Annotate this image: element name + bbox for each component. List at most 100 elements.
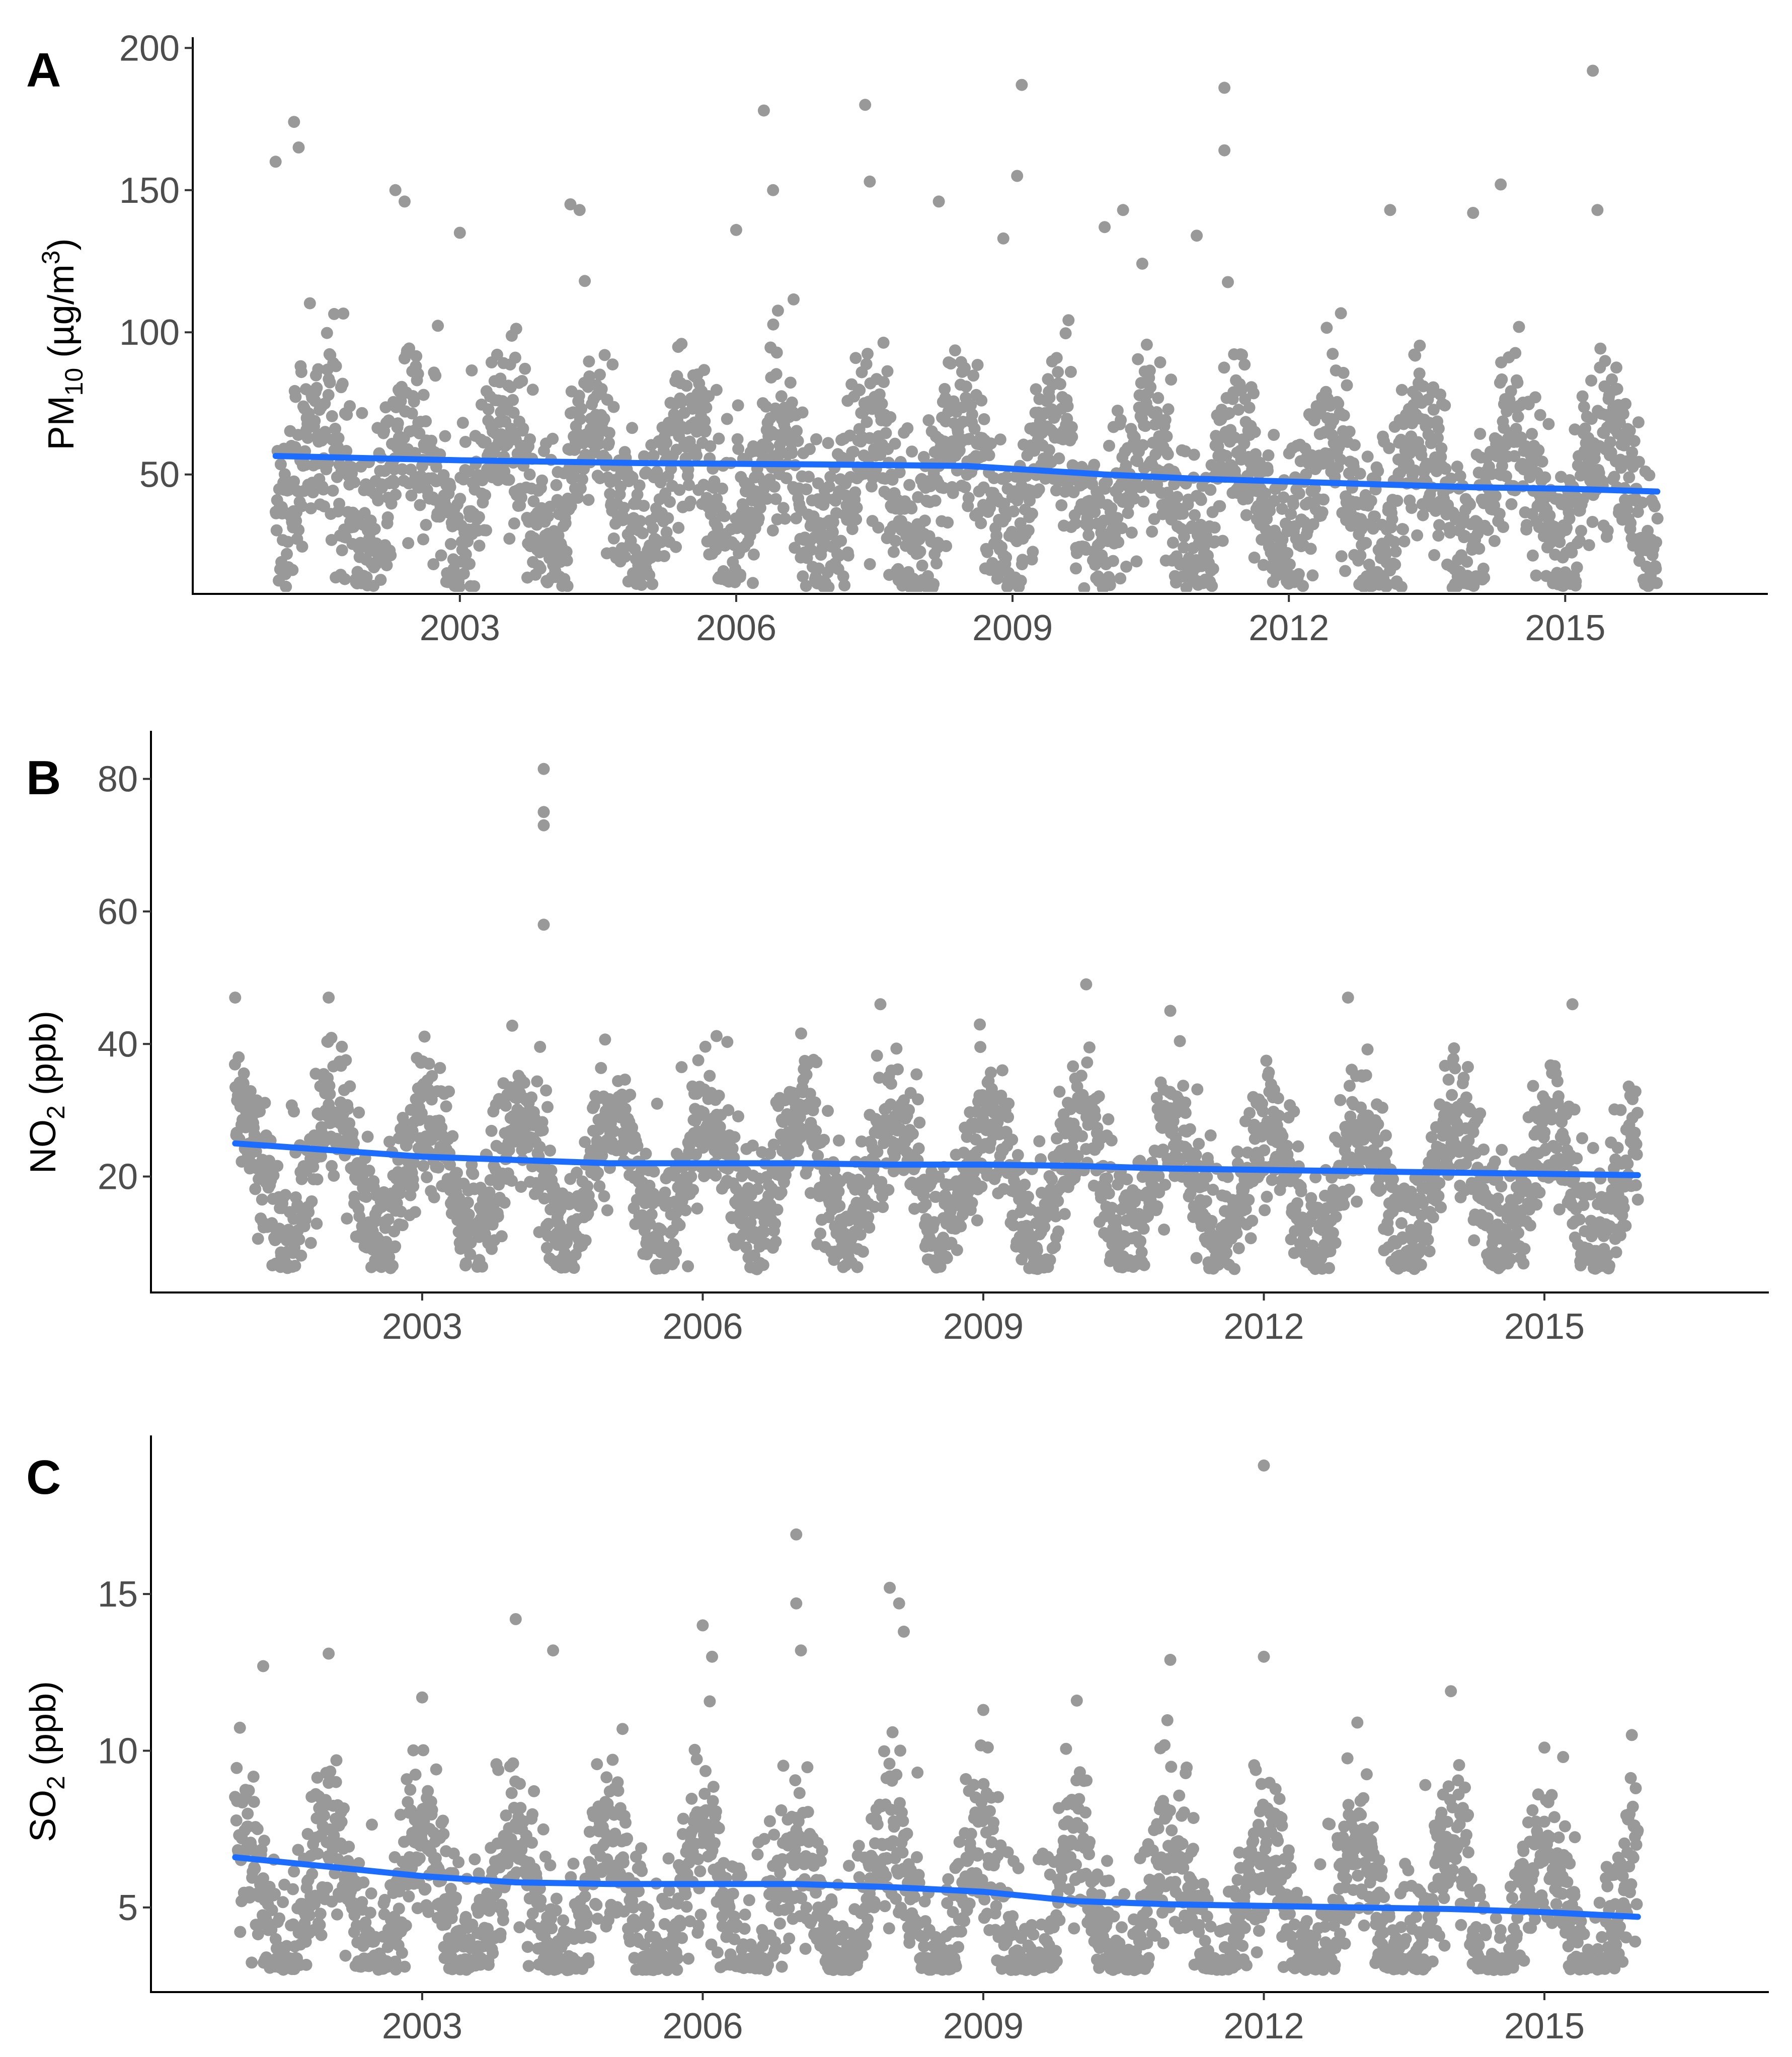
data-point-a [507,407,520,419]
data-point-a [1369,510,1381,523]
data-point-b [279,1189,292,1201]
data-point-b [1022,1190,1034,1203]
data-point-a [1605,446,1617,459]
data-point-a [1534,409,1546,421]
data-point-a [872,521,885,534]
data-point-a [837,570,849,583]
data-point-a [918,514,931,527]
data-point-a [312,363,325,375]
y-axis-title-b: NO2 (ppb) [23,1011,70,1174]
data-point-a [939,383,951,395]
data-point-a [1509,347,1522,359]
data-point-a [752,512,765,524]
data-point-a [1195,494,1207,506]
outlier-point-a [1218,82,1231,94]
outlier-point-a [1218,144,1231,157]
data-point-a [1262,449,1275,462]
data-point-a [336,544,348,557]
data-point-b [928,1216,941,1229]
data-point-a [1631,506,1644,518]
data-point-a [1398,535,1411,548]
data-point-a [1409,349,1422,362]
data-point-a [444,481,456,493]
data-point-a [303,297,316,310]
data-point-b [679,1204,692,1216]
data-point-a [1161,448,1174,461]
data-point-a [1414,339,1426,352]
data-point-a [731,433,744,445]
data-point-a [432,320,444,332]
data-point-a [368,522,381,535]
data-point-b [383,1135,396,1148]
data-point-a [1435,442,1448,454]
data-point-a [1434,388,1447,401]
data-point-a [301,432,314,444]
data-point-b [1190,1252,1203,1264]
data-point-a [274,458,287,471]
data-point-b [721,1036,734,1048]
data-point-b [951,1244,963,1256]
data-point-a [1395,581,1408,592]
data-point-a [680,379,693,392]
data-point-a [576,473,588,486]
data-point-a [1107,555,1119,567]
data-point-b [692,1054,705,1066]
outlier-point-a [453,226,466,239]
data-point-a [1236,349,1248,361]
data-point-a [1055,499,1068,511]
data-point-a [786,396,798,409]
data-point-a [1610,361,1622,374]
data-point-a [638,500,650,512]
data-point-b [640,1148,652,1160]
data-point-a [473,540,486,552]
data-point-a [1160,430,1173,443]
data-point-a [841,513,853,526]
data-point-b [461,1196,474,1209]
data-point-a [1511,376,1524,389]
data-point-b [1272,1092,1284,1105]
data-point-a [1287,498,1300,510]
data-point-b [1228,1263,1241,1275]
data-point-b [1343,1183,1355,1196]
data-point-b [428,1191,440,1203]
data-point-b [1006,1133,1019,1146]
data-point-a [959,481,971,494]
data-point-a [344,400,356,412]
data-point-b [595,1062,607,1074]
data-point-a [1439,463,1452,475]
data-point-a [1015,575,1027,587]
data-point-b [651,1097,663,1110]
data-point-a [1316,506,1329,518]
data-point-a [444,538,457,550]
data-point-a [700,492,713,504]
data-point-a [1433,519,1445,531]
data-point-a [420,415,432,427]
data-point-a [507,394,519,406]
data-point-a [327,484,339,497]
data-point-b [500,1099,512,1112]
y-tick-label-a: 200 [119,28,180,68]
data-point-a [1105,502,1118,514]
data-point-a [1334,453,1347,466]
data-point-a [1189,509,1201,521]
data-point-a [1208,521,1221,534]
data-point-a [718,510,731,522]
data-point-b [890,1042,903,1055]
data-point-a [573,390,585,402]
data-point-b [670,1206,682,1219]
data-point-a [889,437,901,450]
data-point-b [443,1085,455,1098]
data-point-a [1601,524,1614,537]
data-point-a [990,529,1003,542]
data-point-a [788,293,800,306]
data-point-a [1143,364,1156,377]
data-point-a [457,567,470,580]
data-point-b [1372,1118,1384,1130]
data-point-b [792,1143,804,1156]
data-point-a [410,350,423,362]
data-point-b [1002,1111,1015,1123]
data-point-a [1293,487,1305,500]
data-point-b [353,1210,366,1223]
data-point-b [326,1160,338,1172]
panel-label-a: A [26,43,61,97]
